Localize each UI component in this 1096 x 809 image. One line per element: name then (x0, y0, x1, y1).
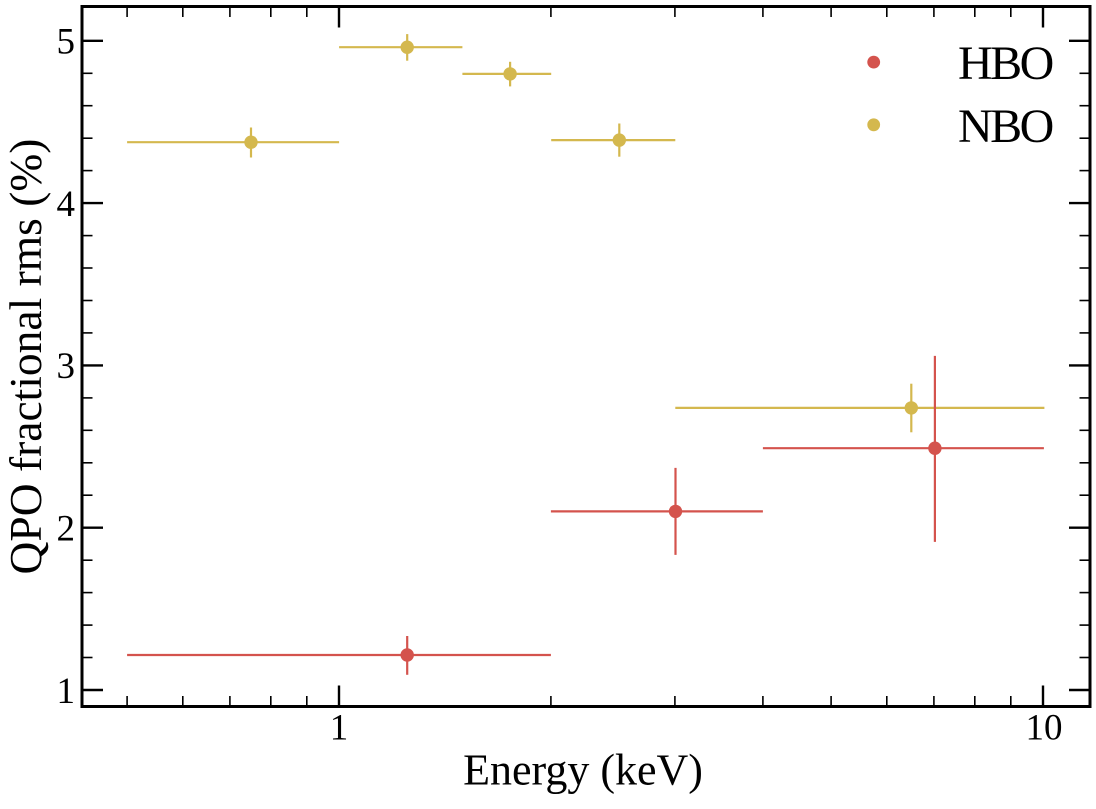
svg-text:1: 1 (57, 671, 76, 712)
svg-text:Energy (keV): Energy (keV) (463, 745, 703, 794)
svg-text:10: 10 (1026, 707, 1063, 748)
svg-text:3: 3 (57, 346, 76, 387)
svg-text:2: 2 (57, 509, 76, 550)
svg-text:QPO fractional rms (%): QPO fractional rms (%) (0, 139, 51, 575)
svg-text:NBO: NBO (958, 100, 1053, 153)
svg-text:HBO: HBO (958, 37, 1053, 90)
svg-text:4: 4 (57, 184, 76, 225)
svg-text:1: 1 (330, 707, 349, 748)
svg-text:5: 5 (57, 22, 76, 63)
